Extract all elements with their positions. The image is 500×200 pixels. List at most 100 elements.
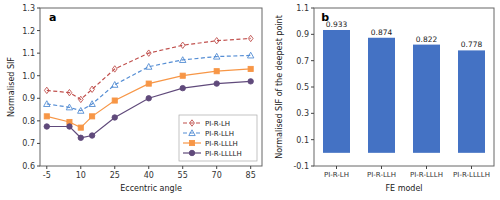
x-tick — [250, 166, 251, 169]
y-tick — [311, 34, 314, 35]
y-tick-label: 0.8 — [22, 117, 35, 126]
y-tick-label: 1.3 — [22, 4, 35, 13]
panel: -0.10.10.30.50.70.91.1Normalised SIF of … — [275, 4, 495, 193]
y-tick-label: 1.1 — [22, 49, 35, 58]
point-marker — [146, 81, 151, 86]
point-marker — [180, 85, 185, 90]
point-marker — [90, 86, 95, 92]
point-marker — [180, 57, 186, 63]
point-marker — [78, 135, 83, 140]
x-tick-label: -5 — [43, 171, 51, 180]
y-tick-label: 0.9 — [22, 94, 35, 103]
point-marker — [112, 98, 117, 103]
legend-marker — [190, 120, 195, 126]
point-marker — [78, 108, 84, 114]
point-marker — [112, 115, 117, 120]
point-marker — [89, 133, 94, 138]
point-marker — [248, 79, 253, 84]
legend-line — [183, 122, 201, 123]
bar — [458, 50, 485, 152]
y-tick-label: 1.2 — [22, 27, 35, 36]
point-marker — [44, 101, 50, 107]
point-marker — [214, 81, 219, 86]
point-marker — [214, 69, 219, 74]
y-tick-label: -0.1 — [293, 162, 309, 171]
point-marker — [248, 35, 253, 41]
x-tick — [426, 166, 427, 169]
x-axis-label: FE model — [385, 184, 422, 193]
legend-line — [183, 132, 201, 133]
x-tick-label: 70 — [212, 171, 222, 180]
y-tick-label: 1.1 — [296, 4, 309, 13]
x-tick — [80, 166, 81, 169]
x-tick-label: PI-R-LLLLH — [453, 171, 490, 179]
y-tick-label: 0.7 — [296, 57, 309, 66]
x-tick — [336, 166, 337, 169]
y-tick — [311, 8, 314, 9]
point-marker — [67, 89, 72, 95]
y-tick — [311, 87, 314, 88]
x-tick-label: PI-R-LH — [324, 171, 349, 179]
bar — [323, 30, 350, 153]
legend-box — [179, 115, 257, 161]
legend: PI-R-LHPI-R-LLHPI-R-LLLHPI-R-LLLLH — [179, 115, 257, 161]
x-tick-label: 10 — [76, 171, 86, 180]
y-tick-label: 0.7 — [22, 139, 35, 148]
legend-label: PI-R-LLLLH — [205, 150, 242, 158]
x-tick — [46, 166, 47, 169]
x-tick-label: 85 — [246, 171, 256, 180]
series-line — [47, 38, 251, 99]
y-tick-label: 0.6 — [22, 162, 35, 171]
plot-area — [323, 30, 485, 153]
point-marker — [90, 114, 95, 119]
x-tick-label: 25 — [110, 171, 120, 180]
data-label: 0.874 — [371, 28, 393, 37]
y-tick — [311, 60, 314, 61]
y-tick — [311, 166, 314, 167]
bar — [413, 45, 440, 153]
point-marker — [214, 38, 219, 44]
y-axis-label: Normalised SIF — [7, 57, 16, 117]
legend-marker — [189, 140, 194, 145]
point-marker — [44, 114, 49, 119]
y-tick — [37, 53, 40, 54]
point-marker — [180, 42, 185, 48]
point-marker — [112, 82, 118, 88]
x-tick-label: PI-R-LLLH — [410, 171, 443, 179]
point-marker — [67, 124, 72, 129]
legend-label: PI-R-LLH — [205, 130, 234, 138]
panel-label: b — [321, 11, 329, 24]
legend-label: PI-R-LLLH — [205, 140, 238, 148]
y-tick-label: 0.3 — [296, 109, 309, 118]
point-marker — [89, 101, 95, 107]
point-marker — [78, 125, 83, 130]
y-tick — [37, 75, 40, 76]
y-tick-label: 1.0 — [22, 72, 35, 81]
legend-marker — [189, 130, 195, 136]
plot-area — [44, 35, 254, 140]
x-tick-label: 40 — [144, 171, 154, 180]
series-line — [47, 69, 251, 128]
y-tick — [37, 8, 40, 9]
x-tick — [182, 166, 183, 169]
y-tick-label: 0.5 — [296, 83, 309, 92]
x-axis-label: Eccentric angle — [120, 184, 182, 193]
point-marker — [213, 53, 219, 59]
point-marker — [247, 52, 253, 58]
y-tick — [37, 98, 40, 99]
plot-frame — [314, 8, 494, 166]
point-marker — [66, 104, 72, 110]
y-tick — [37, 120, 40, 121]
point-marker — [248, 66, 253, 71]
legend-marker — [189, 150, 194, 155]
x-tick — [114, 166, 115, 169]
point-marker — [146, 50, 151, 56]
series-line — [47, 81, 251, 137]
x-tick-label: PI-R-LLH — [367, 171, 396, 179]
chart-canvas: -5102540557085Eccentric angle0.60.70.80.… — [0, 0, 500, 200]
point-marker — [180, 73, 185, 78]
panel: -5102540557085Eccentric angle0.60.70.80.… — [7, 4, 263, 193]
x-tick — [381, 166, 382, 169]
point-marker — [44, 124, 49, 129]
y-tick — [37, 166, 40, 167]
